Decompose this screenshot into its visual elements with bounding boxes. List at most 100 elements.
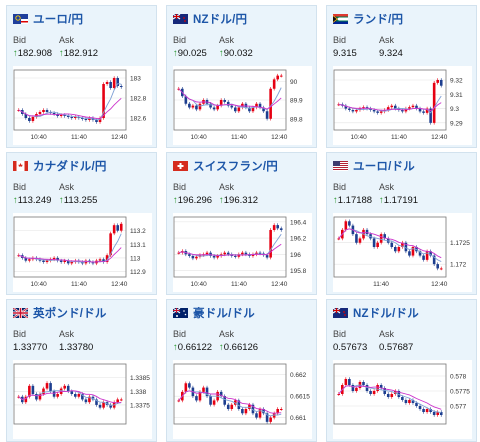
currency-pair-link[interactable]: 豪ドル/ドル bbox=[193, 308, 255, 320]
candle-body bbox=[272, 79, 276, 89]
candle-body bbox=[397, 247, 401, 252]
candle-body bbox=[372, 110, 376, 112]
x-tick-label: 12:40 bbox=[111, 134, 128, 141]
flag-icon bbox=[173, 161, 188, 171]
candle-body bbox=[372, 391, 376, 394]
candle-body bbox=[348, 108, 351, 110]
bid-price: 113.249 bbox=[17, 195, 52, 206]
candle-body bbox=[422, 111, 425, 113]
candle-body bbox=[35, 394, 38, 400]
card-header[interactable]: カナダドル/円 bbox=[13, 159, 107, 173]
y-tick-label: 182.6 bbox=[130, 116, 147, 123]
card-header[interactable]: スイスフラン/円 bbox=[173, 159, 278, 173]
currency-pair-link[interactable]: ランド/円 bbox=[353, 14, 404, 26]
candle-body bbox=[109, 82, 112, 88]
rate-card[interactable]: ユーロ/円 Bid ↑182.908 Ask ↑182.912 183 182.8 182.6… bbox=[6, 5, 157, 148]
candle-body bbox=[70, 117, 74, 118]
candle-body bbox=[269, 417, 272, 422]
rate-card[interactable]: ユーロ/ドル Bid ↑1.17188 Ask ↑1.17191 1.1725 1.172 1… bbox=[326, 152, 477, 295]
y-tick-label: 9.3 bbox=[450, 106, 459, 113]
candle-body bbox=[95, 399, 98, 405]
card-header[interactable]: ユーロ/円 bbox=[13, 12, 83, 26]
moving-average-short bbox=[18, 83, 122, 121]
candle-body bbox=[17, 255, 21, 257]
candle-body bbox=[241, 252, 244, 255]
bid-value: ↑1.17188 bbox=[333, 195, 372, 206]
candle-body bbox=[116, 78, 119, 86]
card-header[interactable]: 英ポンド/ドル bbox=[13, 306, 107, 320]
candle-body bbox=[216, 105, 219, 110]
candle-body bbox=[188, 383, 191, 388]
candle-body bbox=[401, 110, 404, 112]
rate-card[interactable]: スイスフラン/円 Bid ↑196.296 Ask ↑196.312 196.4 196.2… bbox=[166, 152, 317, 295]
card-header[interactable]: NZドル/ドル bbox=[333, 306, 419, 320]
y-tick-label: 196.2 bbox=[290, 236, 307, 243]
moving-average-long bbox=[338, 385, 442, 410]
rate-card[interactable]: 豪ドル/ドル Bid ↑0.66122 Ask ↑0.66126 0.662 0.6615 0… bbox=[166, 299, 317, 442]
candle-body bbox=[81, 118, 84, 119]
rate-card[interactable]: ランド/円 Bid 9.315 Ask 9.324 9.32 9.31 9.3 9.29 10:4… bbox=[326, 5, 477, 148]
currency-pair-link[interactable]: カナダドル/円 bbox=[33, 161, 107, 173]
candle-body bbox=[212, 107, 216, 110]
rate-card[interactable]: NZドル/ドル Bid 0.57673 Ask 0.57687 0.578 0.5775 0.… bbox=[326, 299, 477, 442]
candle-body bbox=[237, 254, 241, 257]
candle-body bbox=[56, 394, 59, 397]
x-tick-label: 10:40 bbox=[30, 134, 47, 141]
candle-body bbox=[212, 255, 216, 258]
y-tick-label: 1.3375 bbox=[130, 402, 150, 409]
up-arrow-icon: ↑ bbox=[59, 195, 64, 206]
candle-body bbox=[404, 400, 408, 403]
ask-price: 90.032 bbox=[223, 48, 253, 59]
price-chart: 183 182.8 182.6 10:40 11:40 12:40 bbox=[13, 66, 152, 145]
price-chart: 0.662 0.6615 0.661 bbox=[173, 360, 312, 439]
ask-price: 0.57687 bbox=[379, 342, 414, 353]
rate-card[interactable]: カナダドル/円 Bid ↑113.249 Ask ↑113.255 113.2 113.1 1… bbox=[6, 152, 157, 295]
card-header[interactable]: ランド/円 bbox=[333, 12, 403, 26]
candle-body bbox=[422, 409, 425, 412]
candle-body bbox=[52, 257, 56, 260]
rate-card[interactable]: NZドル/円 Bid ↑90.025 Ask ↑90.032 90 89.9 89.8 10:4… bbox=[166, 5, 317, 148]
candle-body bbox=[237, 400, 241, 409]
currency-pair-link[interactable]: NZドル/円 bbox=[193, 14, 248, 26]
candle-body bbox=[272, 225, 276, 230]
ask-label: Ask bbox=[59, 35, 75, 45]
currency-pair-link[interactable]: スイスフラン/円 bbox=[193, 161, 278, 173]
candle-body bbox=[279, 75, 283, 77]
candle-body bbox=[66, 385, 70, 392]
ask-value: ↑0.66126 bbox=[219, 342, 258, 353]
candle-body bbox=[74, 394, 77, 397]
currency-pair-link[interactable]: 英ポンド/ドル bbox=[33, 308, 107, 320]
price-chart: 113.2 113.1 113 112.9 10:40 11:40 12:40 bbox=[13, 213, 152, 292]
ask-label: Ask bbox=[219, 329, 235, 339]
currency-pair-link[interactable]: ユーロ/ドル bbox=[353, 161, 415, 173]
candle-body bbox=[52, 113, 56, 114]
candle-body bbox=[337, 394, 341, 395]
bid-price: 0.66122 bbox=[177, 342, 213, 353]
bid-price: 1.17188 bbox=[337, 195, 373, 206]
candle-body bbox=[195, 105, 198, 110]
x-tick-label: 10:40 bbox=[190, 281, 207, 288]
candle-body bbox=[102, 402, 105, 408]
candle-body bbox=[269, 229, 272, 258]
candle-body bbox=[31, 117, 35, 121]
candle-body bbox=[52, 391, 56, 397]
candle-body bbox=[355, 388, 358, 391]
card-header[interactable]: NZドル/円 bbox=[173, 12, 247, 26]
candle-body bbox=[112, 225, 116, 234]
rate-card[interactable]: 英ポンド/ドル Bid 1.33770 Ask 1.33780 1.3385 1.338 1.… bbox=[6, 299, 157, 442]
x-tick-label: 11:40 bbox=[391, 134, 407, 141]
candle-body bbox=[191, 255, 195, 259]
card-header[interactable]: 豪ドル/ドル bbox=[173, 306, 255, 320]
candle-body bbox=[386, 394, 390, 397]
moving-average-long bbox=[178, 243, 282, 257]
candle-body bbox=[102, 84, 105, 118]
currency-pair-link[interactable]: ユーロ/円 bbox=[33, 14, 84, 26]
ask-value: ↑196.312 bbox=[219, 195, 258, 206]
up-arrow-icon: ↑ bbox=[59, 48, 64, 59]
candle-body bbox=[351, 110, 355, 112]
candle-body bbox=[219, 391, 223, 397]
card-header[interactable]: ユーロ/ドル bbox=[333, 159, 415, 173]
currency-pair-link[interactable]: NZドル/ドル bbox=[353, 308, 419, 320]
ask-label: Ask bbox=[379, 329, 395, 339]
ask-value: ↑113.255 bbox=[59, 195, 97, 206]
